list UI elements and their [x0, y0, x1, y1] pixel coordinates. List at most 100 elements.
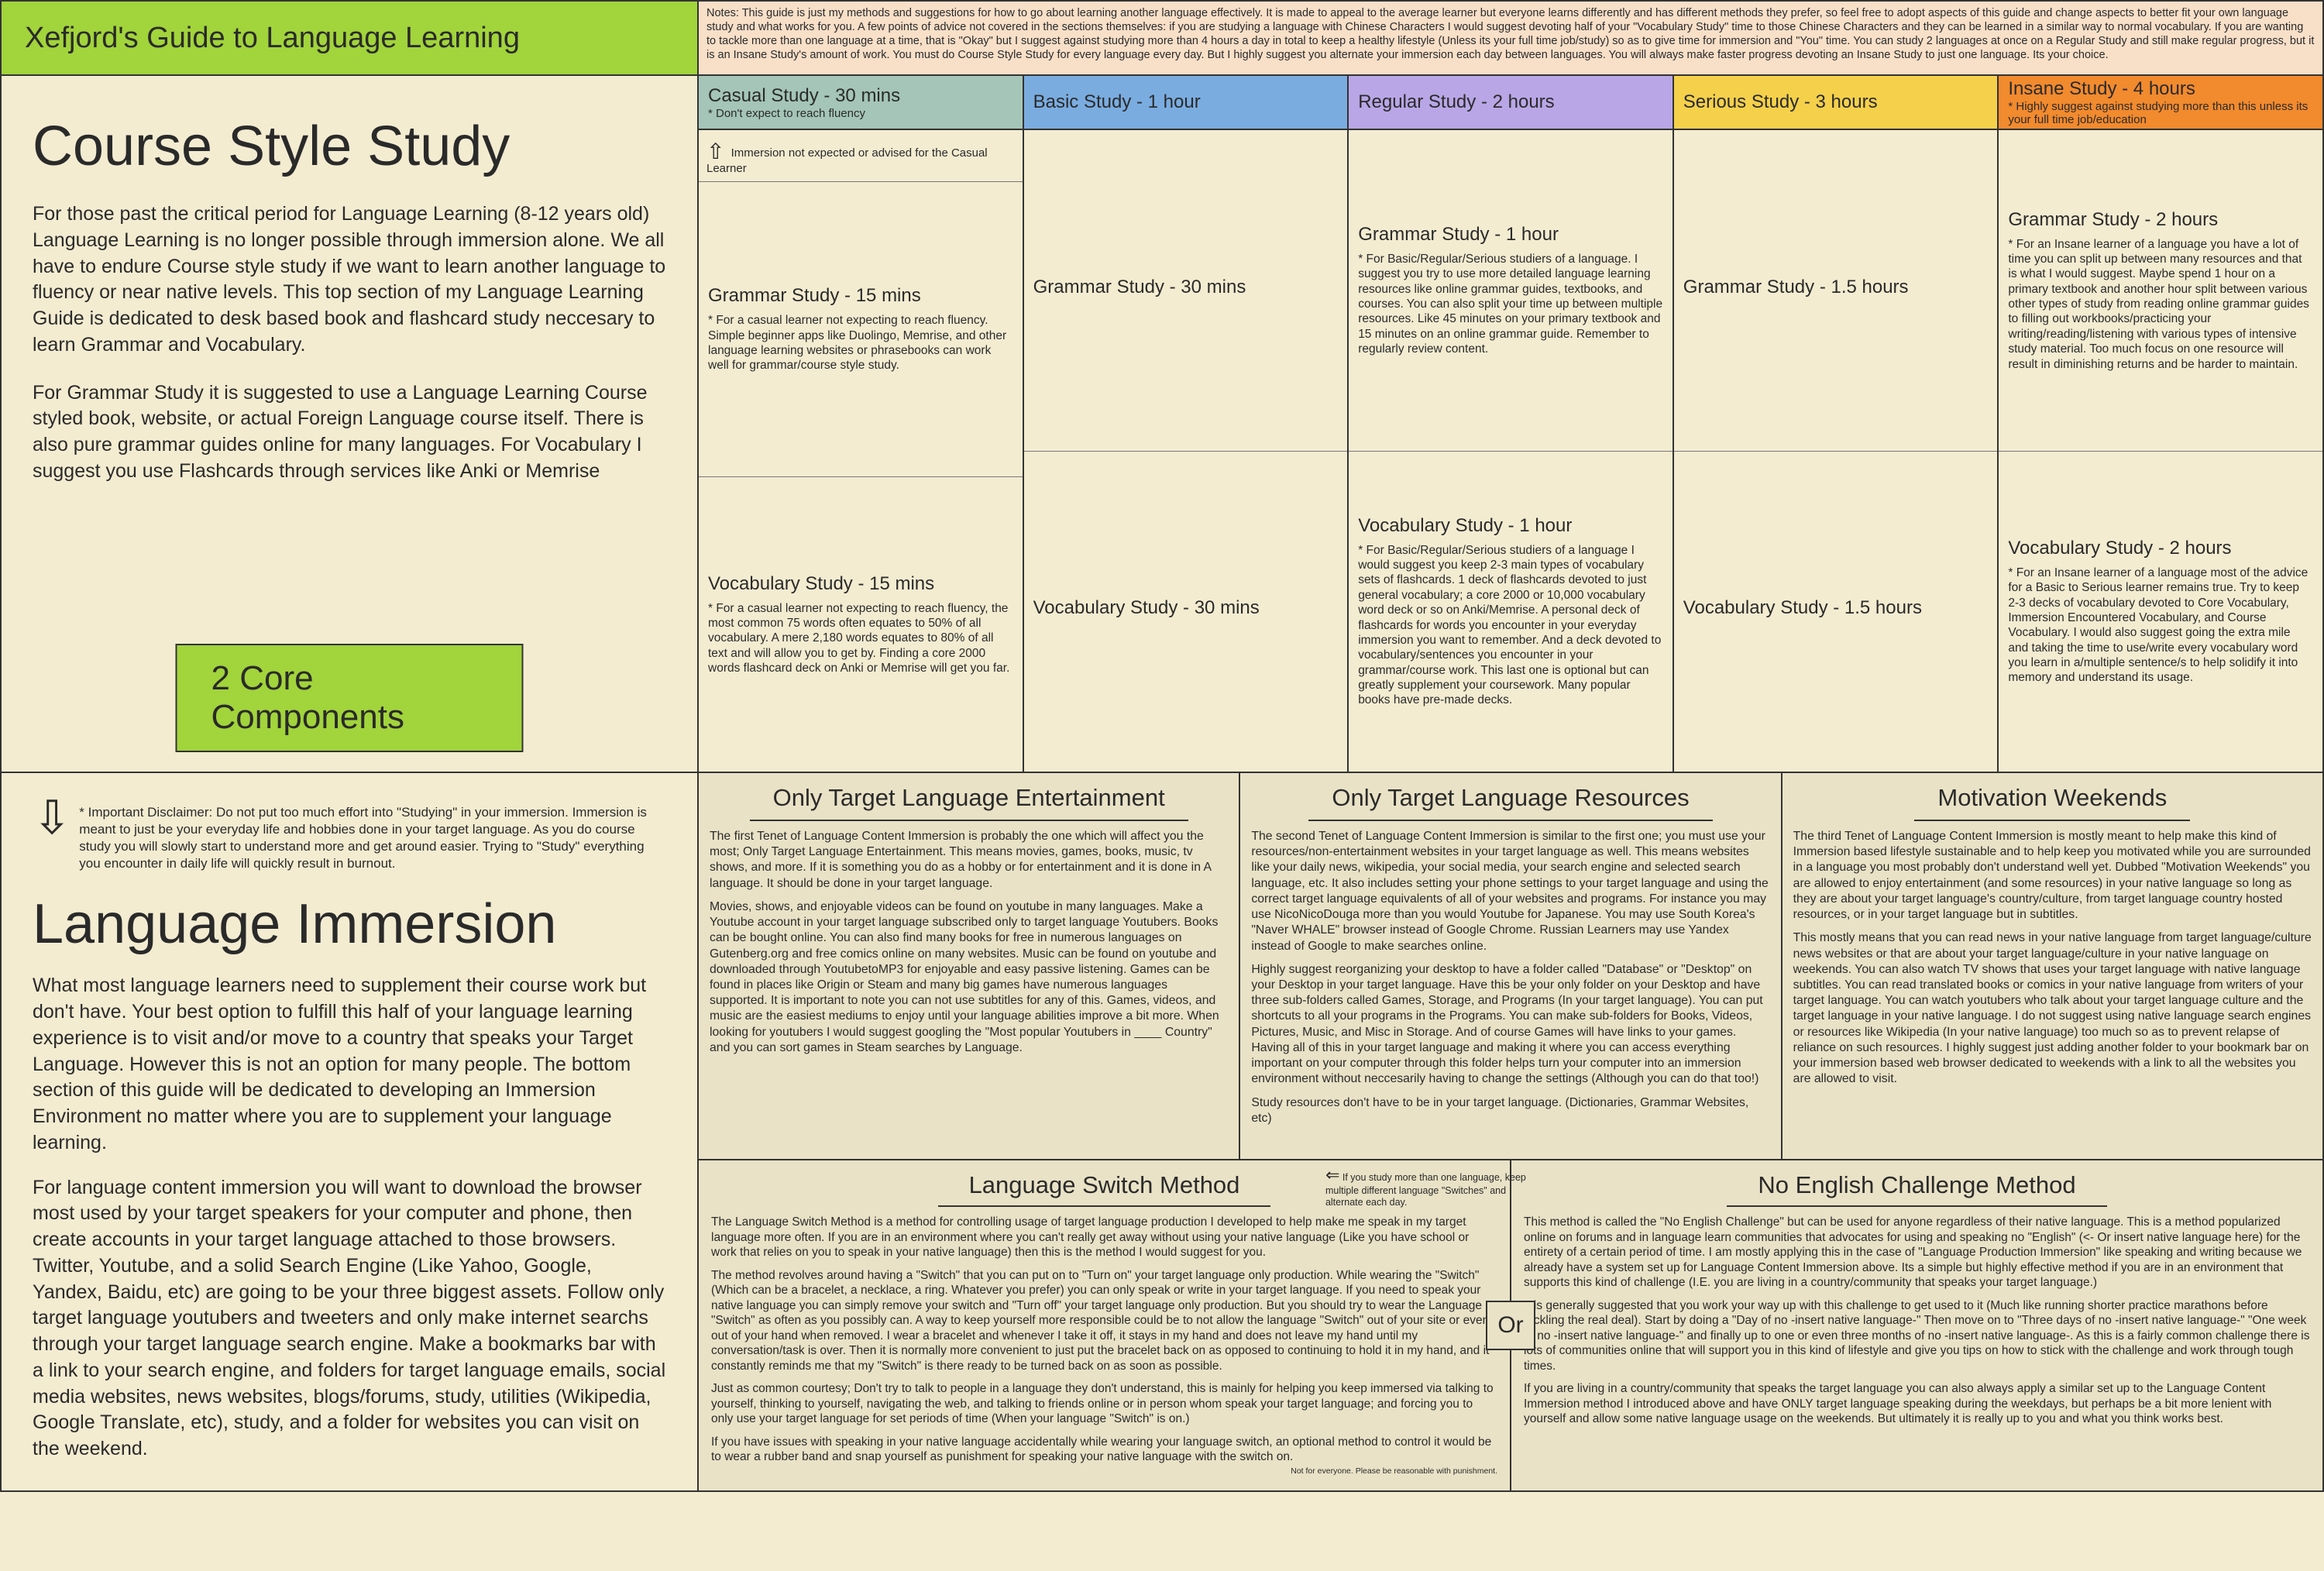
regular-vocab-h: Vocabulary Study - 1 hour [1358, 515, 1663, 537]
notes-label: Notes: [706, 7, 739, 19]
methods-row: Language Switch Method The Language Swit… [699, 1160, 2322, 1490]
insane-grammar: Grammar Study - 2 hours * For an Insane … [1999, 130, 2322, 452]
arrow-down-icon: ⇩ [33, 804, 71, 872]
insane-grammar-h: Grammar Study - 2 hours [2008, 209, 2313, 231]
level-insane-label: Insane Study - 4 hours [2008, 78, 2313, 100]
casual-vocab-h: Vocabulary Study - 15 mins [708, 573, 1013, 595]
tenet2-p3: Study resources don't have to be in your… [1251, 1095, 1769, 1126]
course-style-panel: Course Style Study For those past the cr… [2, 76, 699, 772]
method1-title: Language Switch Method [938, 1170, 1271, 1207]
casual-grammar: Grammar Study - 15 mins * For a casual l… [699, 182, 1023, 477]
insane-vocab-p: * For an Insane learner of a language mo… [2008, 565, 2313, 686]
serious-grammar: Grammar Study - 1.5 hours [1674, 130, 1998, 452]
tenet-entertainment: Only Target Language Entertainment The f… [699, 773, 1240, 1159]
level-casual: Casual Study - 30 mins * Don't expect to… [699, 76, 1024, 130]
arrow-left-icon: ⇐ [1325, 1165, 1339, 1184]
col-serious: Grammar Study - 1.5 hours Vocabulary Stu… [1674, 130, 1999, 772]
study-grid: Casual Study - 30 mins * Don't expect to… [699, 76, 2322, 772]
course-title: Course Style Study [33, 115, 666, 178]
top-bar: Xefjord's Guide to Language Learning Not… [0, 0, 2324, 76]
insane-vocab-h: Vocabulary Study - 2 hours [2008, 538, 2313, 559]
serious-grammar-h: Grammar Study - 1.5 hours [1683, 277, 1989, 298]
method2-p1: This method is called the "No English Ch… [1524, 1215, 2310, 1291]
tenet3-p2: This mostly means that you can read news… [1793, 930, 2312, 1087]
method2-title: No English Challenge Method [1727, 1170, 2106, 1207]
tenet2-p2: Highly suggest reorganizing your desktop… [1251, 962, 1769, 1088]
language-immersion-panel: ⇩ * Important Disclaimer: Do not put too… [2, 773, 699, 1490]
casual-vocab: Vocabulary Study - 15 mins * For a casua… [699, 477, 1023, 772]
col-regular: Grammar Study - 1 hour * For Basic/Regul… [1349, 130, 1674, 772]
regular-grammar: Grammar Study - 1 hour * For Basic/Regul… [1349, 130, 1673, 452]
basic-grammar-h: Grammar Study - 30 mins [1033, 277, 1339, 298]
tenet1-p1: The first Tenet of Language Content Imme… [710, 829, 1228, 892]
casual-immersion-text: Immersion not expected or advised for th… [706, 146, 988, 175]
switch-note-text: If you study more than one language, kee… [1325, 1172, 1526, 1208]
core-components-box: 2 Core Components [176, 644, 524, 752]
regular-grammar-p: * For Basic/Regular/Serious studiers of … [1358, 252, 1663, 357]
basic-vocab: Vocabulary Study - 30 mins [1024, 452, 1348, 772]
insane-grammar-p: * For an Insane learner of a language yo… [2008, 237, 2313, 372]
level-casual-label: Casual Study - 30 mins [708, 85, 1013, 107]
serious-vocab-h: Vocabulary Study - 1.5 hours [1683, 597, 1989, 619]
tenet3-title: Motivation Weekends [1914, 781, 2190, 821]
level-insane: Insane Study - 4 hours * Highly suggest … [1999, 76, 2322, 130]
arrow-up-icon: ⇧ [706, 139, 724, 164]
method1-p1: The Language Switch Method is a method f… [711, 1215, 1497, 1260]
level-basic-label: Basic Study - 1 hour [1033, 91, 1339, 113]
insane-vocab: Vocabulary Study - 2 hours * For an Insa… [1999, 452, 2322, 772]
or-divider: Or [1486, 1301, 1535, 1350]
study-body: ⇧ Immersion not expected or advised for … [699, 130, 2322, 772]
tenet3-p1: The third Tenet of Language Content Imme… [1793, 829, 2312, 923]
regular-vocab: Vocabulary Study - 1 hour * For Basic/Re… [1349, 452, 1673, 772]
tenet2-p1: The second Tenet of Language Content Imm… [1251, 829, 1769, 954]
level-basic: Basic Study - 1 hour [1024, 76, 1349, 130]
notes-bar: Notes: This guide is just my methods and… [699, 2, 2322, 74]
immersion-row: ⇩ * Important Disclaimer: Do not put too… [0, 773, 2324, 1492]
casual-grammar-h: Grammar Study - 15 mins [708, 285, 1013, 307]
level-regular-label: Regular Study - 2 hours [1358, 91, 1663, 113]
method2-p2: It is generally suggested that you work … [1524, 1298, 2310, 1374]
serious-vocab: Vocabulary Study - 1.5 hours [1674, 452, 1998, 772]
casual-immersion-note: ⇧ Immersion not expected or advised for … [699, 130, 1023, 182]
immersion-p1: What most language learners need to supp… [33, 973, 666, 1156]
immersion-right: Only Target Language Entertainment The f… [699, 773, 2322, 1490]
immersion-p2: For language content immersion you will … [33, 1175, 666, 1463]
col-insane: Grammar Study - 2 hours * For an Insane … [1999, 130, 2322, 772]
tenet1-p2: Movies, shows, and enjoyable videos can … [710, 899, 1228, 1056]
tenet-weekends: Motivation Weekends The third Tenet of L… [1783, 773, 2322, 1159]
course-row: Course Style Study For those past the cr… [0, 76, 2324, 773]
tenet1-title: Only Target Language Entertainment [750, 781, 1188, 821]
method1-p3: Just as common courtesy; Don't try to ta… [711, 1381, 1497, 1427]
method1-p2: The method revolves around having a "Swi… [711, 1268, 1497, 1374]
basic-grammar: Grammar Study - 30 mins [1024, 130, 1348, 452]
regular-grammar-h: Grammar Study - 1 hour [1358, 224, 1663, 246]
switch-multi-lang-note: ⇐ If you study more than one language, k… [1325, 1165, 1527, 1208]
notes-text: This guide is just my methods and sugges… [706, 7, 2314, 61]
course-p1: For those past the critical period for L… [33, 201, 666, 359]
basic-vocab-h: Vocabulary Study - 30 mins [1033, 597, 1339, 619]
disclaimer-text: * Important Disclaimer: Do not put too m… [79, 804, 666, 872]
col-basic: Grammar Study - 30 mins Vocabulary Study… [1024, 130, 1349, 772]
study-header-row: Casual Study - 30 mins * Don't expect to… [699, 76, 2322, 130]
method1-footnote: Not for everyone. Please be reasonable w… [711, 1466, 1497, 1476]
level-serious: Serious Study - 3 hours [1674, 76, 1999, 130]
method-no-english: No English Challenge Method This method … [1511, 1160, 2322, 1490]
level-insane-sub: * Highly suggest against studying more t… [2008, 100, 2313, 126]
tenet2-title: Only Target Language Resources [1308, 781, 1712, 821]
tenets-row: Only Target Language Entertainment The f… [699, 773, 2322, 1160]
guide-title: Xefjord's Guide to Language Learning [2, 2, 699, 74]
col-casual: ⇧ Immersion not expected or advised for … [699, 130, 1024, 772]
tenet-resources: Only Target Language Resources The secon… [1240, 773, 1782, 1159]
method1-p4: If you have issues with speaking in your… [711, 1435, 1497, 1465]
course-p2: For Grammar Study it is suggested to use… [33, 380, 666, 485]
level-regular: Regular Study - 2 hours [1349, 76, 1674, 130]
casual-vocab-p: * For a casual learner not expecting to … [708, 601, 1013, 676]
immersion-title: Language Immersion [33, 892, 666, 956]
level-casual-sub: * Don't expect to reach fluency [708, 107, 1013, 120]
casual-grammar-p: * For a casual learner not expecting to … [708, 313, 1013, 373]
regular-vocab-p: * For Basic/Regular/Serious studiers of … [1358, 543, 1663, 708]
method2-p3: If you are living in a country/community… [1524, 1381, 2310, 1427]
level-serious-label: Serious Study - 3 hours [1683, 91, 1989, 113]
method-switch: Language Switch Method The Language Swit… [699, 1160, 1511, 1490]
immersion-disclaimer: ⇩ * Important Disclaimer: Do not put too… [33, 804, 666, 872]
